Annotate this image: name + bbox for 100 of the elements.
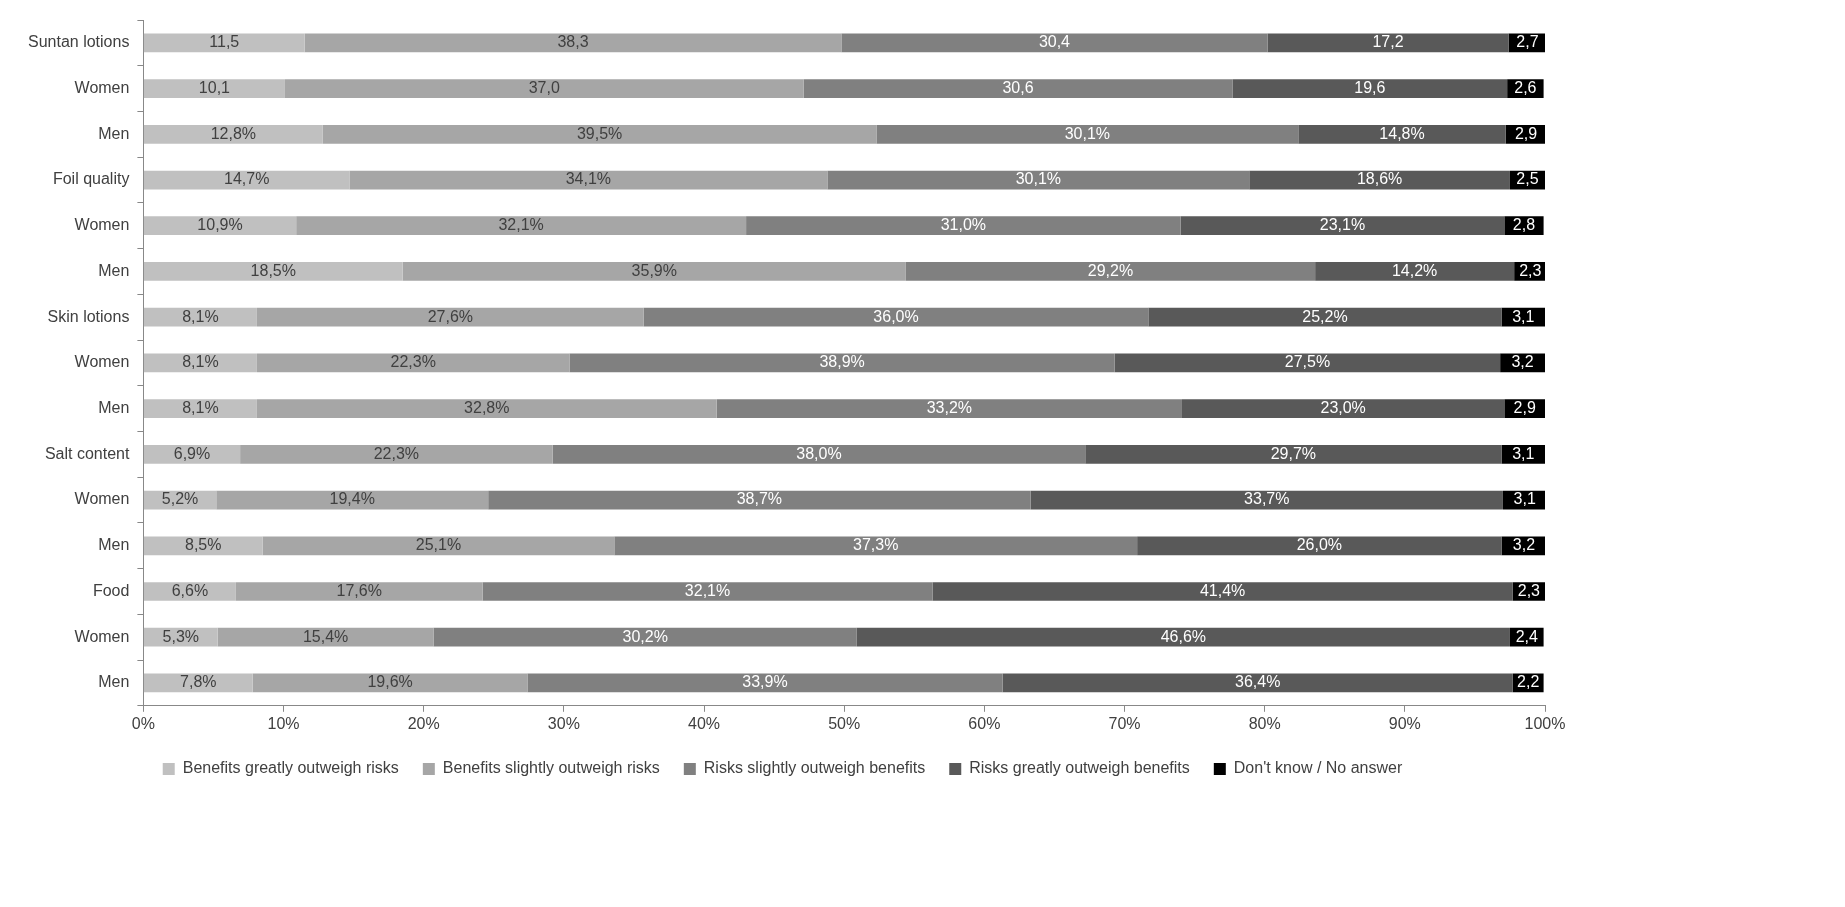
data-label: 2,3 [1519,261,1542,279]
data-label: 2,9 [1513,399,1536,417]
x-tick-label: 60% [968,714,1001,732]
data-label: 8,1% [182,399,219,417]
bar [827,170,1250,190]
legend-label: Risks slightly outweigh benefits [703,759,926,777]
data-label: 27,5% [1284,353,1331,371]
y-tick-label: Women [74,627,130,645]
y-tick-label: Men [98,673,130,691]
data-label: 5,2% [161,490,199,508]
data-label: 2,3 [1517,581,1541,599]
data-label: 32,1% [498,216,544,234]
data-label: 2,6 [1514,78,1537,96]
data-label: 33,2% [926,399,973,417]
bar [716,399,1182,418]
data-label: 29,2% [1087,261,1134,279]
x-tick-label: 10% [267,714,300,732]
bar [876,124,1299,144]
bar [240,444,553,464]
x-tick-label: 30% [547,714,580,732]
bar [614,536,1138,556]
x-tick-label: 70% [1108,714,1141,732]
bar [304,33,842,53]
data-label: 14,8% [1379,124,1425,142]
bar [143,536,263,556]
y-tick-label: Women [74,78,130,96]
data-label: 25,1% [415,536,462,554]
data-label: 8,1% [182,307,219,325]
data-label: 37,0 [528,78,560,96]
data-label: 15,4% [302,627,349,645]
y-tick-label: Men [98,536,130,554]
data-label: 8,5% [184,536,222,554]
data-label: 41,4% [1199,581,1246,599]
data-label: 22,3% [390,353,436,371]
bar [143,79,285,98]
bar [527,673,1003,693]
data-label: 3,2 [1512,536,1536,554]
data-label: 33,7% [1244,490,1290,508]
legend-label: Risks greatly outweigh benefits [969,759,1190,777]
bar [488,490,1031,510]
bar [217,627,434,647]
x-tick-label: 80% [1248,714,1281,732]
data-label: 2,2 [1517,673,1540,691]
data-label: 36,4% [1234,673,1281,691]
data-label: 10,9% [197,216,243,234]
data-label: 3,1 [1513,490,1536,508]
bar [433,627,857,647]
bar [856,627,1510,647]
data-label: 19,4% [329,490,375,508]
y-tick-label: Salt content [44,444,130,462]
bar [1002,673,1513,693]
y-tick-label: Skin lotions [47,307,130,325]
data-label: 12,8% [210,124,257,142]
bar [235,582,483,601]
bar [143,124,323,144]
bar [143,307,257,327]
data-label: 38,7% [736,490,783,508]
bar [349,170,828,190]
bar [841,33,1268,53]
legend-label: Benefits slightly outweigh risks [442,759,660,777]
data-label: 5,3% [162,627,200,645]
data-label: 23,1% [1319,216,1366,234]
data-label: 3,2 [1511,353,1534,371]
y-tick-label: Men [98,124,130,142]
data-label: 11,5 [209,33,240,51]
y-tick-label: Suntan lotions [28,33,130,51]
data-label: 3,1 [1512,444,1535,462]
data-label: 18,6% [1356,170,1403,188]
bar [1148,307,1502,327]
data-label: 18,5% [250,261,296,279]
data-label: 46,6% [1160,627,1207,645]
data-label: 8,1% [182,353,219,371]
bar [1137,536,1502,556]
bar [143,216,297,236]
bar [1030,490,1503,510]
bar [1181,399,1505,418]
bar [1315,262,1515,281]
data-label: 39,5% [576,124,623,142]
data-label: 2,7 [1516,33,1539,51]
data-label: 6,6% [171,581,209,599]
bar [552,444,1086,464]
y-tick-label: Men [98,399,130,417]
data-label: 26,0% [1296,536,1343,554]
bar [1180,216,1505,236]
data-label: 10,1 [198,78,231,96]
y-tick-label: Foil quality [52,170,130,188]
bar [1232,79,1508,98]
data-label: 36,0% [873,307,919,325]
bar [143,399,257,418]
bar [296,216,747,236]
x-tick-label: 90% [1388,714,1421,732]
data-label: 17,6% [336,581,382,599]
data-label: 3,1 [1512,307,1535,325]
data-label: 38,9% [819,353,865,371]
data-label: 25,2% [1302,307,1348,325]
x-tick-label: 40% [688,714,721,732]
data-label: 33,9% [742,673,788,691]
bar [256,399,717,418]
bar [746,216,1181,236]
bar [322,124,877,144]
